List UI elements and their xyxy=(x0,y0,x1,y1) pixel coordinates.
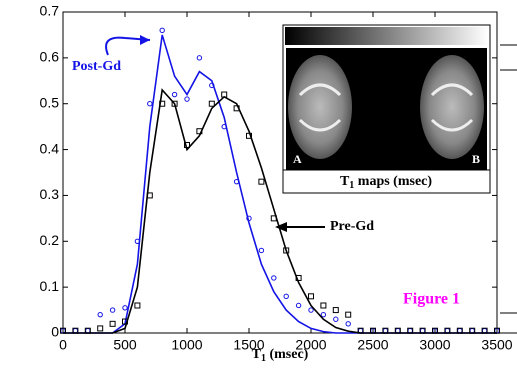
x-tick-label: 3000 xyxy=(419,337,450,353)
arrowhead xyxy=(140,35,150,45)
data-marker xyxy=(259,179,264,184)
x-tick-label: 1000 xyxy=(171,337,202,353)
inset: A B T1 maps (msec) xyxy=(283,25,490,193)
x-tick-label: 0 xyxy=(59,337,67,353)
brain-map xyxy=(288,55,352,159)
y-tick-label: 0.2 xyxy=(40,232,60,248)
series-label: Pre-Gd xyxy=(330,219,374,234)
data-marker xyxy=(148,102,152,106)
x-tick-label: 3500 xyxy=(481,337,512,353)
brain-map xyxy=(420,55,484,159)
x-tick-label: 2500 xyxy=(357,337,388,353)
data-marker xyxy=(123,306,127,310)
data-marker xyxy=(346,312,351,317)
y-tick-label: 0.5 xyxy=(40,94,60,110)
inset-title: T1 maps (msec) xyxy=(340,174,432,191)
panel-label: B xyxy=(472,152,480,166)
y-tick-label: 0.1 xyxy=(40,278,60,294)
annotation: Figure 1 xyxy=(403,291,460,308)
data-marker xyxy=(197,56,201,60)
series-label: Post-Gd xyxy=(72,59,121,74)
data-marker xyxy=(172,92,176,96)
data-marker xyxy=(321,303,326,308)
data-marker xyxy=(98,326,103,331)
data-marker xyxy=(259,248,263,252)
x-tick-label: 500 xyxy=(113,337,137,353)
x-tick-label: 2000 xyxy=(295,337,326,353)
data-marker xyxy=(321,312,325,316)
data-marker xyxy=(160,28,164,32)
data-marker xyxy=(98,312,102,316)
data-marker xyxy=(272,276,276,280)
data-marker xyxy=(135,303,140,308)
y-tick-label: 0.7 xyxy=(40,3,60,19)
y-tick-label: 0.4 xyxy=(40,140,60,156)
chart: A B T1 maps (msec) T1 (msec) 05001000150… xyxy=(0,0,517,383)
gray-scale-bar xyxy=(285,27,488,45)
data-marker xyxy=(185,97,189,101)
data-marker xyxy=(309,308,313,312)
x-tick-label: 1500 xyxy=(233,337,264,353)
data-marker xyxy=(333,308,338,313)
data-marker xyxy=(110,321,115,326)
data-marker xyxy=(346,322,350,326)
y-tick-label: 0 xyxy=(51,324,59,340)
data-marker xyxy=(309,294,314,299)
y-tick-label: 0.3 xyxy=(40,186,60,202)
y-tick-label: 0.6 xyxy=(40,49,60,65)
data-marker xyxy=(284,294,288,298)
data-marker xyxy=(110,308,114,312)
data-marker xyxy=(334,317,338,321)
data-marker xyxy=(296,303,300,307)
data-marker xyxy=(209,101,214,106)
panel-label: A xyxy=(293,152,302,166)
edge-ticks xyxy=(500,45,517,333)
inset-title-part: maps (msec) xyxy=(354,174,432,189)
